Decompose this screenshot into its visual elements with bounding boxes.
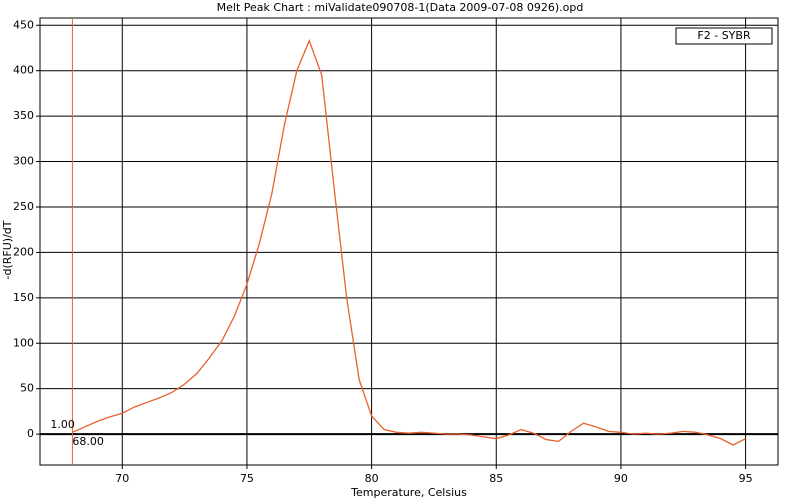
y-tick-label: 250 (13, 200, 34, 213)
cursor-x-label: 68.00 (72, 435, 104, 448)
x-tick-label: 85 (489, 472, 503, 485)
legend-label: F2 - SYBR (697, 29, 751, 42)
y-tick-label: 150 (13, 291, 34, 304)
x-tick-label: 75 (240, 472, 254, 485)
x-axis-label: Temperature, Celsius (350, 486, 467, 499)
chart-title: Melt Peak Chart : miValidate090708-1(Dat… (217, 1, 584, 14)
x-tick-label: 95 (739, 472, 753, 485)
y-tick-label: 200 (13, 245, 34, 258)
cursor-y-label: 1.00 (50, 418, 75, 431)
y-tick-label: 50 (20, 382, 34, 395)
legend-box (675, 27, 773, 45)
y-tick-label: 350 (13, 109, 34, 122)
x-tick-label: 80 (365, 472, 379, 485)
y-tick-label: 400 (13, 64, 34, 77)
x-tick-label: 70 (115, 472, 129, 485)
y-tick-label: 100 (13, 336, 34, 349)
x-tick-label: 90 (614, 472, 628, 485)
y-axis-label: -d(RFU)/dT (1, 220, 14, 279)
plot-area (39, 17, 779, 466)
series-line (72, 38, 746, 446)
y-tick-label: 300 (13, 155, 34, 168)
y-tick-label: 450 (13, 18, 34, 31)
y-tick-label: 0 (27, 427, 34, 440)
